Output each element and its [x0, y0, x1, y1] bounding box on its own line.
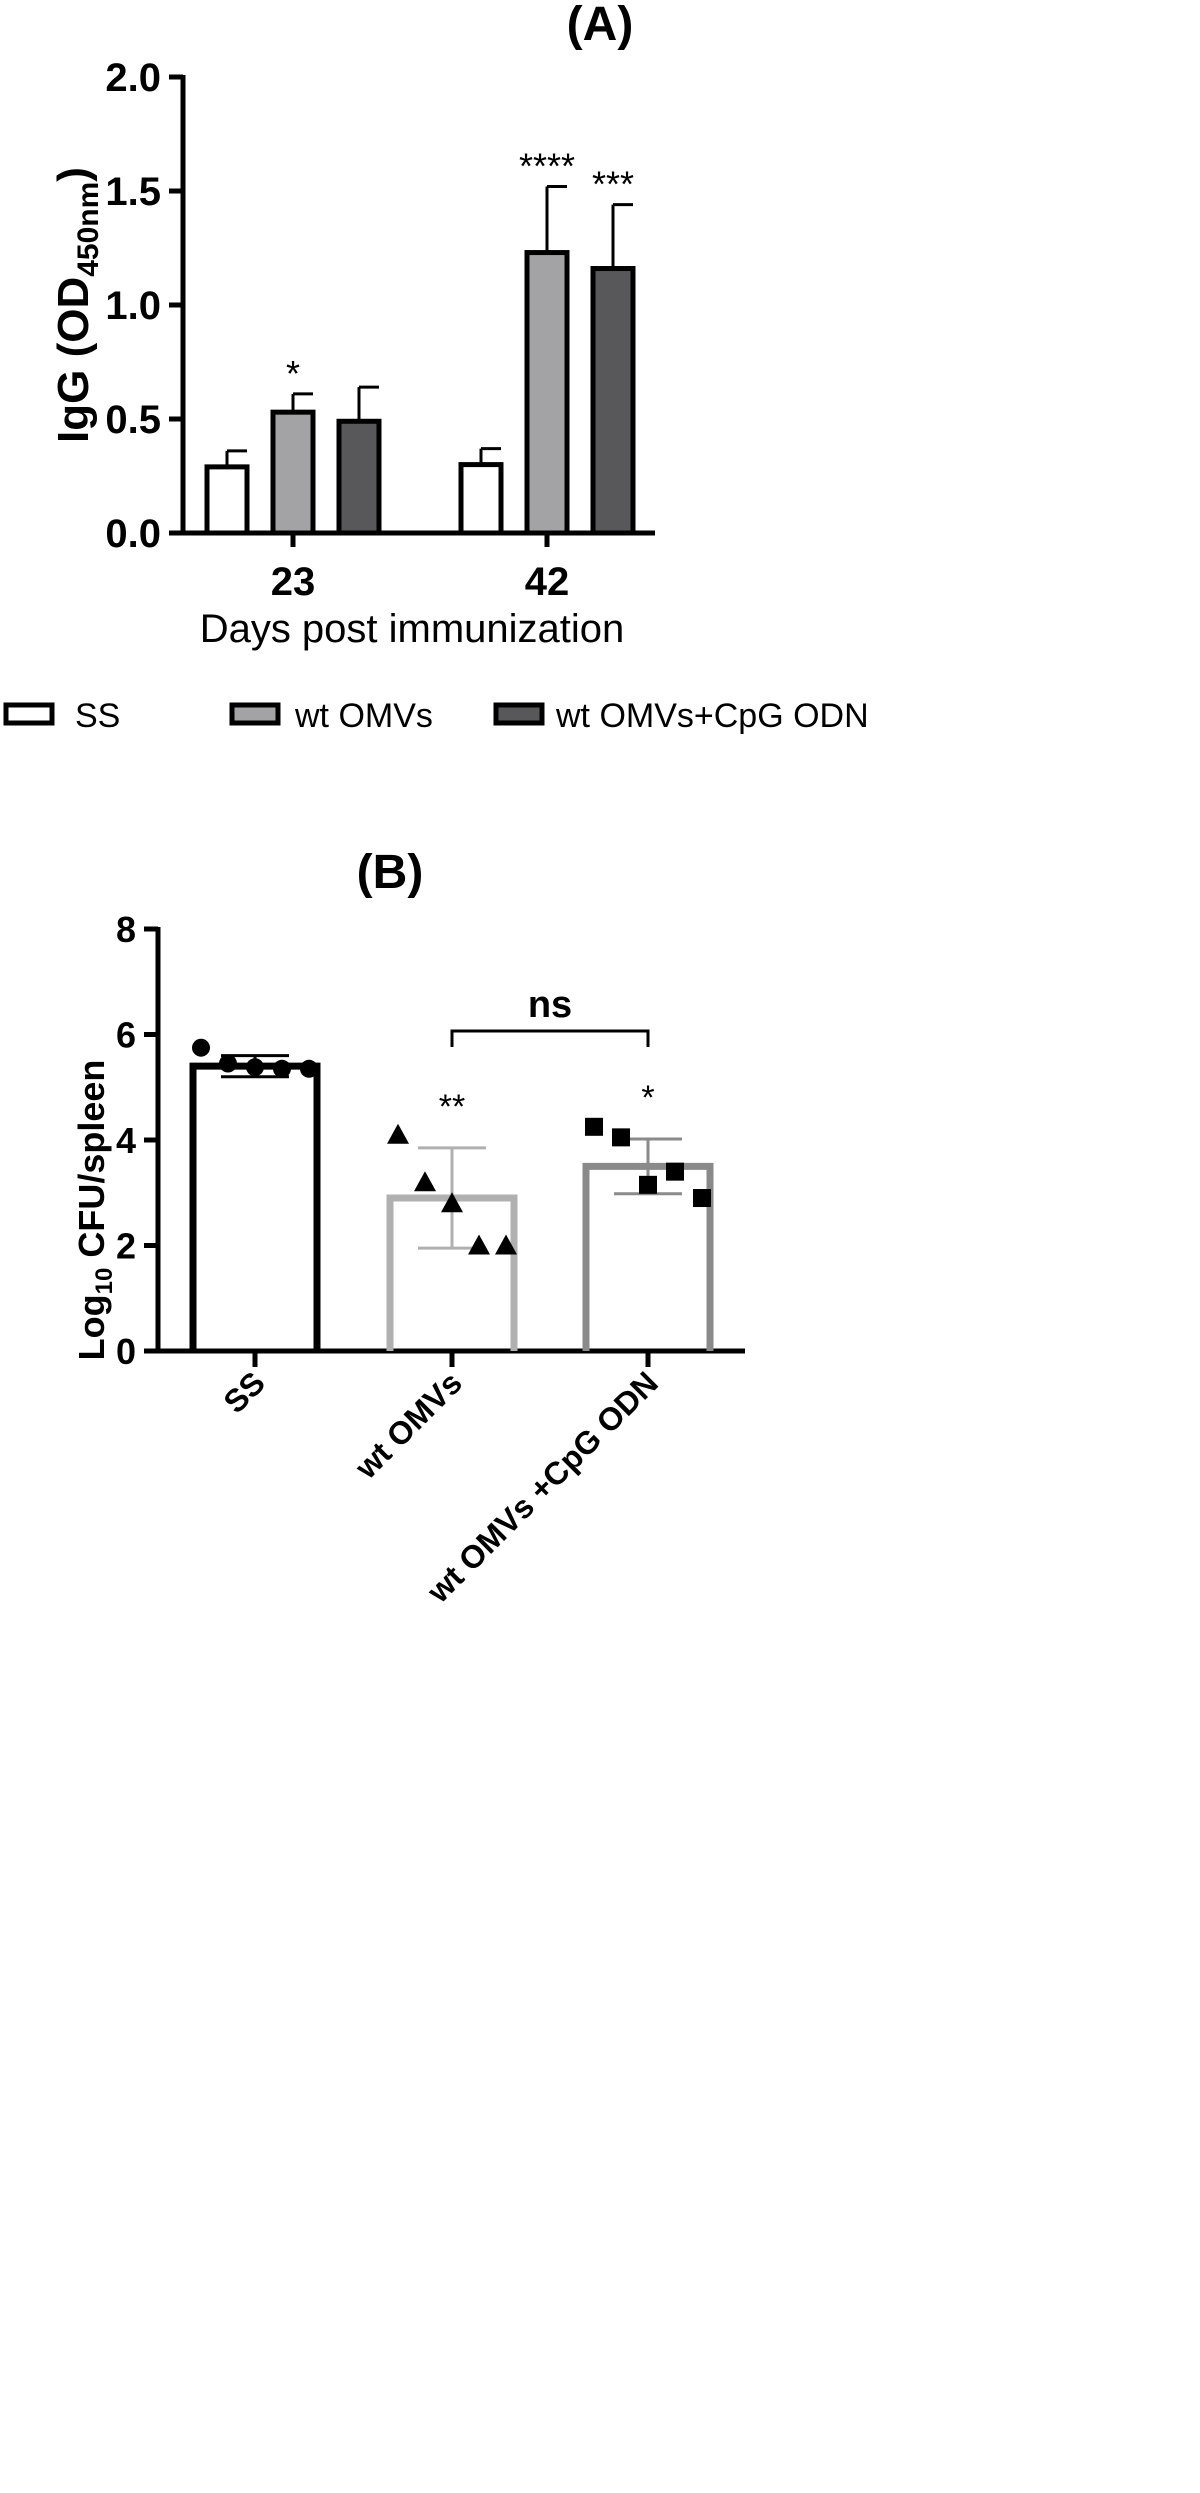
- panel-a-chart: (A) IgG (OD450nm) Days post immunization…: [3, 0, 869, 735]
- bar: [458, 462, 504, 536]
- bar: [204, 464, 250, 536]
- bar: [189, 1062, 321, 1351]
- panel-a-plot: 0.00.51.01.52.023*42**** ***: [105, 56, 655, 604]
- legend-swatch: [3, 702, 55, 726]
- panel-b-title: (B): [357, 846, 424, 899]
- panel-b-y-label-tail: CFU/spleen: [71, 1060, 112, 1268]
- data-point: [219, 1054, 237, 1073]
- panel-a-y-axis-label: IgG (OD450nm): [49, 167, 105, 443]
- data-point: [273, 1059, 291, 1078]
- legend-label: SS: [75, 697, 120, 735]
- data-point: [468, 1234, 490, 1255]
- x-tick-label: SS: [216, 1364, 272, 1420]
- panel-b-y-label-main: Log: [71, 1294, 112, 1360]
- bar: [590, 266, 636, 536]
- y-tick-label: 1.5: [105, 170, 161, 214]
- legend-label: wt OMVs+CpG ODN: [555, 697, 869, 735]
- comparison-label: ns: [528, 984, 572, 1026]
- data-point: [693, 1189, 711, 1208]
- legend-swatch: [229, 702, 281, 726]
- data-point: [387, 1123, 409, 1144]
- y-tick-label: 0.5: [105, 398, 161, 442]
- y-tick-label: 4: [116, 1120, 136, 1161]
- x-tick-label: 23: [271, 560, 316, 604]
- x-tick-label: 42: [525, 560, 570, 604]
- y-tick-label: 2: [116, 1226, 136, 1267]
- data-point: [639, 1175, 657, 1194]
- panel-a-title: (A): [567, 0, 634, 51]
- panel-a-x-axis-label: Days post immunization: [200, 607, 625, 651]
- y-tick-label: 0.0: [105, 512, 161, 556]
- data-point: [585, 1117, 603, 1136]
- y-tick-label: 0: [116, 1331, 136, 1372]
- y-tick-label: 8: [116, 909, 136, 950]
- data-point: [612, 1128, 630, 1147]
- y-tick-label: 6: [116, 1015, 136, 1056]
- data-point: [666, 1162, 684, 1181]
- panel-b-y-label-sub: 10: [91, 1268, 118, 1295]
- significance-label: ****: [519, 145, 575, 186]
- bar: [270, 409, 316, 536]
- panel-a-y-label-tail: ): [49, 167, 98, 182]
- data-point: [414, 1171, 436, 1192]
- bar: [336, 418, 382, 536]
- panel-b-y-axis-label: Log10 CFU/spleen: [71, 1060, 118, 1361]
- x-tick-label: wt OMVs: [347, 1364, 469, 1486]
- y-tick-label: 1.0: [105, 284, 161, 328]
- significance-label: **: [439, 1088, 465, 1126]
- panel-a-y-label-main: IgG (OD: [49, 277, 98, 443]
- data-point: [300, 1059, 318, 1078]
- data-point: [246, 1058, 264, 1077]
- significance-label: ***: [592, 164, 634, 205]
- data-point: [441, 1192, 463, 1213]
- panel-a-legend: SS wt OMVs wt OMVs+CpG ODN: [3, 697, 869, 735]
- data-point: [192, 1038, 210, 1057]
- bar: [524, 250, 570, 536]
- data-point: [495, 1234, 517, 1255]
- comparison-bracket: [450, 1029, 650, 1047]
- y-tick-label: 2.0: [105, 56, 161, 100]
- significance-label: *: [641, 1079, 654, 1117]
- significance-label: *: [286, 353, 300, 394]
- legend-label: wt OMVs: [294, 697, 433, 735]
- legend-swatch: [493, 702, 545, 726]
- panel-a-y-label-sub: 450nm: [72, 182, 105, 277]
